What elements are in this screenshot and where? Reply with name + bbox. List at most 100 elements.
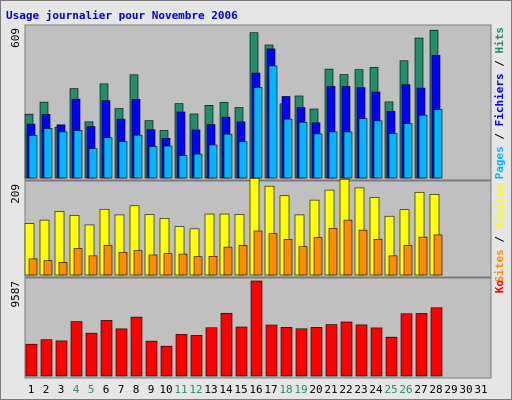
bar-hits-pages-day-28 bbox=[433, 109, 443, 179]
bar-hits-pages-day-12 bbox=[193, 153, 203, 179]
x-tick-label-day-9: 9 bbox=[148, 383, 155, 396]
bar-visits-sites-day-18 bbox=[283, 238, 293, 276]
bar-visits-sites-day-17 bbox=[268, 233, 278, 276]
bar-hits-pages-day-10 bbox=[163, 145, 173, 179]
bar-hits-pages-day-21 bbox=[328, 131, 338, 179]
bar-hits-pages-day-23 bbox=[358, 118, 368, 179]
x-tick-label-day-24: 24 bbox=[369, 383, 383, 396]
bar-kb-ko-day-2 bbox=[40, 339, 53, 377]
x-tick-label-day-29: 29 bbox=[444, 383, 457, 396]
x-tick-label-day-2: 2 bbox=[43, 383, 50, 396]
bar-kb-ko-day-12 bbox=[190, 335, 203, 377]
bar-kb-ko-day-13 bbox=[205, 327, 218, 377]
bar-visits-sites-day-13 bbox=[208, 255, 218, 276]
x-tick-label-day-7: 7 bbox=[118, 383, 125, 396]
x-tick-label-day-13: 13 bbox=[204, 383, 217, 396]
bar-visits-sites-day-28 bbox=[433, 234, 443, 276]
bar-kb-ko-day-16 bbox=[250, 280, 263, 377]
bar-kb-ko-day-21 bbox=[325, 324, 338, 377]
x-tick-label-day-31: 31 bbox=[474, 383, 487, 396]
bar-visits-sites-day-12 bbox=[193, 256, 203, 276]
bar-kb-ko-day-15 bbox=[235, 326, 248, 377]
bar-visits-sites-day-25 bbox=[388, 255, 398, 276]
bar-kb-ko-day-4 bbox=[70, 321, 83, 377]
x-tick-label-day-11: 11 bbox=[174, 383, 187, 396]
legend-kb-part-0: Ko bbox=[493, 280, 506, 294]
bar-visits-sites-day-8 bbox=[133, 250, 143, 276]
x-tick-label-day-17: 17 bbox=[264, 383, 277, 396]
x-tick-label-day-8: 8 bbox=[133, 383, 140, 396]
x-tick-label-day-15: 15 bbox=[234, 383, 247, 396]
legend-hits: Pages / Fichiers / Hits bbox=[493, 27, 506, 179]
bar-visits-sites-day-20 bbox=[313, 237, 323, 276]
bar-visits-sites-day-6 bbox=[103, 245, 113, 276]
bar-kb-ko-day-23 bbox=[355, 324, 368, 377]
bar-hits-pages-day-5 bbox=[88, 148, 98, 179]
legend-hits-part-0: Pages bbox=[493, 146, 506, 179]
x-tick-label-day-6: 6 bbox=[103, 383, 110, 396]
x-tick-label-day-19: 19 bbox=[294, 383, 307, 396]
legend-visits-part-0: Sites bbox=[493, 249, 506, 282]
bar-kb-ko-day-7 bbox=[115, 328, 128, 377]
legend-hits-part-2: Fichiers bbox=[493, 73, 506, 126]
x-tick-label-day-4: 4 bbox=[73, 383, 80, 396]
bar-visits-sites-day-5 bbox=[88, 255, 98, 276]
legend-hits-part-4: Hits bbox=[493, 27, 506, 54]
legend-hits-part-3: / bbox=[493, 54, 506, 74]
bar-hits-pages-day-7 bbox=[118, 141, 128, 179]
bar-hits-pages-day-19 bbox=[298, 122, 308, 179]
bar-visits-sites-day-15 bbox=[238, 245, 248, 276]
bar-visits-sites-day-10 bbox=[163, 253, 173, 276]
bar-kb-ko-day-11 bbox=[175, 334, 188, 377]
bar-hits-pages-day-11 bbox=[178, 155, 188, 179]
bar-visits-sites-day-27 bbox=[418, 236, 428, 276]
legend-hits-part-1: / bbox=[493, 126, 506, 146]
bar-kb-ko-day-22 bbox=[340, 321, 353, 377]
x-tick-label-day-14: 14 bbox=[219, 383, 233, 396]
bar-hits-pages-day-6 bbox=[103, 137, 113, 179]
bar-hits-pages-day-26 bbox=[403, 123, 413, 179]
bar-visits-sites-day-7 bbox=[118, 252, 128, 276]
bar-hits-pages-day-17 bbox=[268, 65, 278, 179]
bar-hits-pages-day-22 bbox=[343, 131, 353, 179]
bar-visits-sites-day-16 bbox=[253, 230, 263, 276]
bar-hits-pages-day-14 bbox=[223, 133, 233, 179]
x-tick-label-day-27: 27 bbox=[414, 383, 427, 396]
bar-hits-pages-day-18 bbox=[283, 118, 293, 179]
bar-kb-ko-day-28 bbox=[430, 307, 443, 377]
bar-hits-pages-day-1 bbox=[28, 135, 38, 179]
x-tick-label-day-10: 10 bbox=[159, 383, 172, 396]
x-tick-label-day-20: 20 bbox=[309, 383, 322, 396]
legend-visits-part-2: Visites bbox=[493, 183, 506, 229]
bar-kb-ko-day-24 bbox=[370, 327, 383, 377]
bar-hits-pages-day-2 bbox=[43, 128, 53, 179]
x-tick-label-day-1: 1 bbox=[28, 383, 35, 396]
bar-visits-sites-day-14 bbox=[223, 246, 233, 276]
x-tick-label-day-26: 26 bbox=[399, 383, 412, 396]
legend-visits-part-1: / bbox=[493, 229, 506, 249]
bar-kb-ko-day-3 bbox=[55, 340, 68, 377]
bar-visits-sites-day-4 bbox=[73, 248, 83, 276]
bar-kb-ko-day-27 bbox=[415, 313, 428, 377]
y-max-label-kb: 9587 bbox=[9, 281, 22, 308]
bar-visits-sites-day-2 bbox=[43, 260, 53, 276]
bar-visits-sites-day-23 bbox=[358, 229, 368, 276]
bar-hits-pages-day-20 bbox=[313, 133, 323, 179]
bar-visits-sites-day-21 bbox=[328, 228, 338, 276]
x-tick-label-day-12: 12 bbox=[189, 383, 202, 396]
x-tick-label-day-21: 21 bbox=[324, 383, 337, 396]
x-tick-label-day-22: 22 bbox=[339, 383, 352, 396]
bar-visits-sites-day-24 bbox=[373, 238, 383, 276]
x-tick-label-day-30: 30 bbox=[459, 383, 472, 396]
bar-kb-ko-day-14 bbox=[220, 312, 233, 377]
bar-hits-pages-day-8 bbox=[133, 134, 143, 179]
bar-visits-sites-day-22 bbox=[343, 219, 353, 276]
bar-visits-sites-day-26 bbox=[403, 245, 413, 276]
y-max-label-visits: 209 bbox=[9, 184, 22, 204]
bar-kb-ko-day-26 bbox=[400, 313, 413, 377]
bar-kb-ko-day-5 bbox=[85, 332, 98, 377]
bar-kb-ko-day-20 bbox=[310, 327, 323, 377]
legend-kb: Ko bbox=[493, 280, 506, 294]
